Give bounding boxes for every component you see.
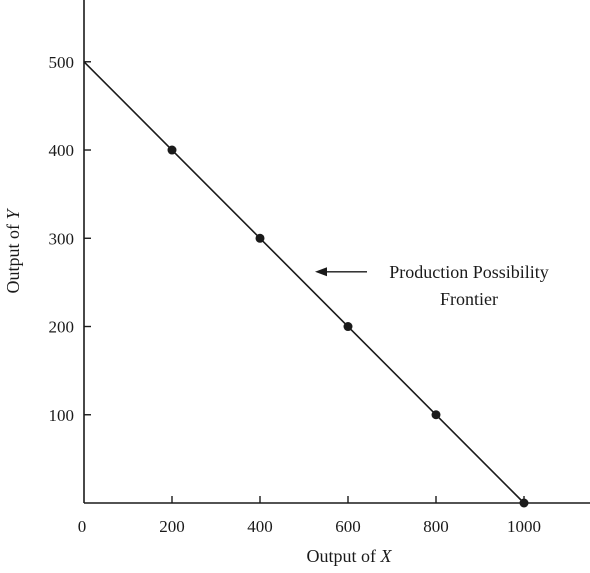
y-ticks: 100 200 300 400 500 (49, 53, 91, 425)
ppf-point (431, 410, 441, 420)
x-axis-title: Output of X (307, 546, 393, 566)
x-ticks: 0 200 400 600 800 1000 (78, 496, 541, 536)
axes (83, 0, 590, 504)
x-axis-title-prefix: Output of (307, 546, 381, 566)
ppf-point (167, 145, 177, 155)
x-tick-label: 600 (335, 517, 361, 536)
y-axis-title-prefix: Output of (3, 220, 23, 294)
y-axis-title-variable: Y (3, 208, 23, 220)
y-tick-label: 100 (49, 406, 75, 425)
x-tick-label: 1000 (507, 517, 541, 536)
x-tick-label: 200 (159, 517, 185, 536)
annotation-line-1: Production Possibility (389, 262, 549, 282)
ppf-point (519, 498, 529, 508)
ppf-point (255, 233, 265, 243)
y-tick-label: 400 (49, 141, 75, 160)
annotation-line-2: Frontier (440, 289, 498, 309)
x-axis-title-variable: X (380, 546, 393, 566)
y-tick-label: 200 (49, 318, 75, 337)
x-tick-label: 800 (423, 517, 449, 536)
ppf-point (343, 322, 353, 332)
y-axis-title: Output of Y (3, 208, 23, 294)
x-tick-label: 0 (78, 517, 87, 536)
annotation-arrow-head (315, 267, 327, 277)
ppf-series (83, 61, 529, 508)
x-tick-label: 400 (247, 517, 273, 536)
y-tick-label: 300 (49, 229, 75, 248)
ppf-annotation: Production Possibility Frontier (315, 262, 549, 309)
ppf-line (83, 61, 525, 504)
y-tick-label: 500 (49, 53, 75, 72)
